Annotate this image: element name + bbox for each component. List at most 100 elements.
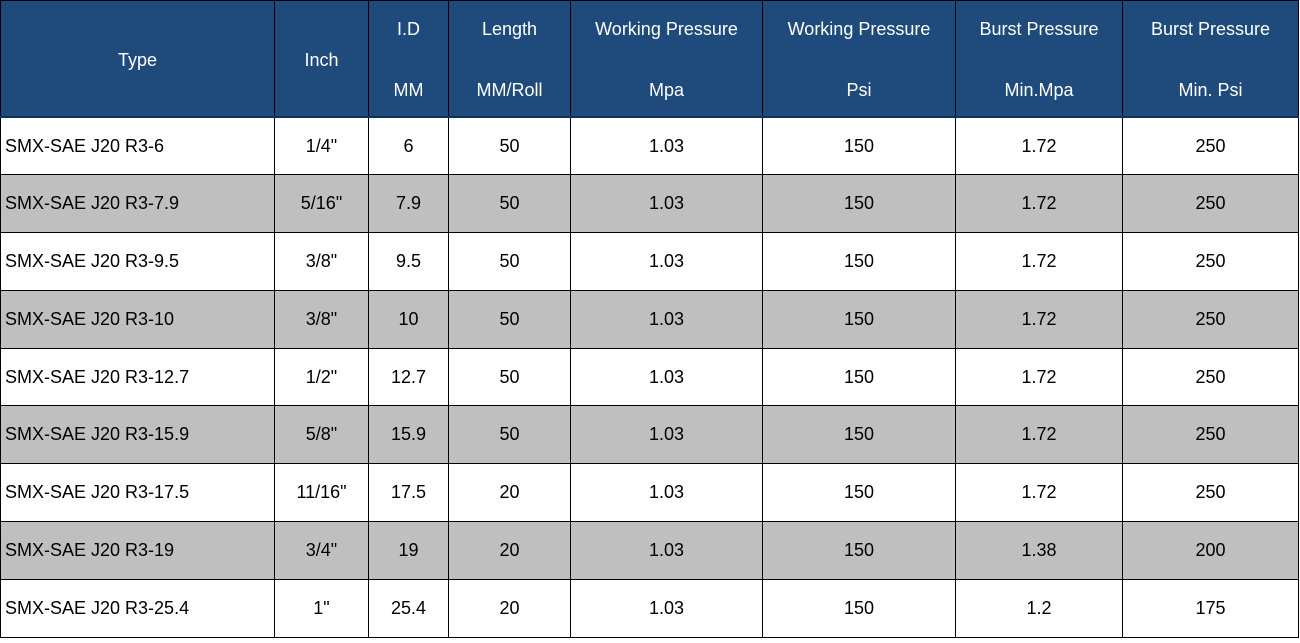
table-row: SMX-SAE J20 R3-12.7 1/2" 12.7 50 1.03 15…	[0, 347, 1299, 407]
table-cell-id-mm: 25.4	[368, 578, 449, 638]
table-row: SMX-SAE J20 R3-15.9 5/8" 15.9 50 1.03 15…	[0, 405, 1299, 465]
table-cell-working-pressure-psi: 150	[762, 578, 956, 638]
table-cell-id-mm: 6	[368, 116, 449, 176]
table-cell-working-pressure-psi: 150	[762, 521, 956, 580]
col-header-id-mm: I.D MM	[368, 0, 449, 118]
table-row: SMX-SAE J20 R3-25.4 1" 25.4 20 1.03 150 …	[0, 578, 1299, 638]
table-cell-working-pressure-psi: 150	[762, 232, 956, 291]
table-cell-burst-pressure-psi: 250	[1122, 232, 1299, 291]
table-cell-inch: 1/4"	[274, 116, 369, 176]
table-row: SMX-SAE J20 R3-9.5 3/8" 9.5 50 1.03 150 …	[0, 232, 1299, 291]
table-cell-working-pressure-mpa: 1.03	[570, 463, 763, 523]
table-cell-burst-pressure-mpa: 1.72	[955, 463, 1123, 523]
table-cell-id-mm: 19	[368, 521, 449, 580]
table-cell-working-pressure-psi: 150	[762, 347, 956, 407]
col-header-unit: Mpa	[648, 80, 684, 100]
table-cell-working-pressure-mpa: 1.03	[570, 174, 763, 234]
table-cell-inch: 11/16"	[274, 463, 369, 523]
col-header-working-pressure-mpa: Working Pressure Mpa	[570, 0, 763, 118]
table-cell-burst-pressure-mpa: 1.72	[955, 405, 1123, 465]
table-body: SMX-SAE J20 R3-6 1/4" 6 50 1.03 150 1.72…	[0, 116, 1299, 638]
col-header-unit: MM/Roll	[476, 80, 543, 100]
table-cell-burst-pressure-psi: 250	[1122, 116, 1299, 176]
col-header-burst-pressure-psi: Burst Pressure Min. Psi	[1122, 0, 1299, 118]
table-cell-burst-pressure-mpa: 1.2	[955, 578, 1123, 638]
table-cell-id-mm: 12.7	[368, 347, 449, 407]
col-header-label: Burst Pressure	[1150, 19, 1271, 39]
table-cell-type: SMX-SAE J20 R3-19	[0, 521, 275, 580]
table-cell-burst-pressure-psi: 250	[1122, 174, 1299, 234]
table-cell-working-pressure-psi: 150	[762, 116, 956, 176]
table-cell-burst-pressure-psi: 250	[1122, 405, 1299, 465]
table-cell-type: SMX-SAE J20 R3-25.4	[0, 578, 275, 638]
col-header-unit: MM	[393, 80, 424, 100]
table-cell-burst-pressure-mpa: 1.72	[955, 174, 1123, 234]
col-header-label: Working Pressure	[595, 19, 738, 39]
table-cell-working-pressure-mpa: 1.03	[570, 521, 763, 580]
table-cell-inch: 3/8"	[274, 232, 369, 291]
table-cell-id-mm: 7.9	[368, 174, 449, 234]
col-header-unit: Psi	[846, 80, 872, 100]
table-cell-working-pressure-psi: 150	[762, 405, 956, 465]
table-cell-id-mm: 9.5	[368, 232, 449, 291]
table-cell-inch: 3/8"	[274, 289, 369, 349]
table-cell-burst-pressure-psi: 175	[1122, 578, 1299, 638]
table-cell-burst-pressure-mpa: 1.72	[955, 116, 1123, 176]
table-row: SMX-SAE J20 R3-17.5 11/16" 17.5 20 1.03 …	[0, 463, 1299, 523]
table-cell-working-pressure-mpa: 1.03	[570, 232, 763, 291]
table-cell-length: 50	[448, 405, 571, 465]
col-header-label: Type	[117, 49, 158, 70]
table-cell-type: SMX-SAE J20 R3-9.5	[0, 232, 275, 291]
col-header-label: Working Pressure	[787, 19, 931, 39]
table-cell-type: SMX-SAE J20 R3-6	[0, 116, 275, 176]
col-header-type: Type	[0, 0, 275, 118]
table-cell-type: SMX-SAE J20 R3-10	[0, 289, 275, 349]
table-cell-inch: 5/16"	[274, 174, 369, 234]
table-row: SMX-SAE J20 R3-6 1/4" 6 50 1.03 150 1.72…	[0, 116, 1299, 176]
col-header-unit: Min.Mpa	[1004, 80, 1074, 100]
table-cell-burst-pressure-psi: 250	[1122, 463, 1299, 523]
table-row: SMX-SAE J20 R3-19 3/4" 19 20 1.03 150 1.…	[0, 521, 1299, 580]
table-cell-length: 50	[448, 347, 571, 407]
table-cell-length: 50	[448, 232, 571, 291]
col-header-label: Burst Pressure	[979, 19, 1099, 39]
table-cell-length: 50	[448, 174, 571, 234]
table-cell-working-pressure-mpa: 1.03	[570, 347, 763, 407]
table-cell-inch: 1/2"	[274, 347, 369, 407]
table-cell-inch: 1"	[274, 578, 369, 638]
table-cell-working-pressure-psi: 150	[762, 174, 956, 234]
table-cell-working-pressure-mpa: 1.03	[570, 289, 763, 349]
table-cell-burst-pressure-mpa: 1.38	[955, 521, 1123, 580]
table-cell-inch: 3/4"	[274, 521, 369, 580]
table-cell-working-pressure-mpa: 1.03	[570, 578, 763, 638]
table-cell-length: 20	[448, 463, 571, 523]
table-cell-length: 50	[448, 289, 571, 349]
table-cell-length: 20	[448, 578, 571, 638]
col-header-label: I.D	[396, 19, 420, 39]
table-cell-length: 20	[448, 521, 571, 580]
table-cell-burst-pressure-psi: 250	[1122, 347, 1299, 407]
col-header-working-pressure-psi: Working Pressure Psi	[762, 0, 956, 118]
table-cell-burst-pressure-mpa: 1.72	[955, 232, 1123, 291]
table-cell-id-mm: 17.5	[368, 463, 449, 523]
table-cell-burst-pressure-mpa: 1.72	[955, 289, 1123, 349]
table-cell-type: SMX-SAE J20 R3-12.7	[0, 347, 275, 407]
table-cell-working-pressure-psi: 150	[762, 289, 956, 349]
table-cell-burst-pressure-psi: 200	[1122, 521, 1299, 580]
table-cell-type: SMX-SAE J20 R3-15.9	[0, 405, 275, 465]
col-header-label: Inch	[304, 49, 339, 70]
table-cell-inch: 5/8"	[274, 405, 369, 465]
col-header-length: Length MM/Roll	[448, 0, 571, 118]
table-cell-type: SMX-SAE J20 R3-17.5	[0, 463, 275, 523]
table-cell-id-mm: 15.9	[368, 405, 449, 465]
col-header-label: Length	[481, 19, 538, 39]
col-header-inch: Inch	[274, 0, 369, 118]
table-cell-working-pressure-mpa: 1.03	[570, 116, 763, 176]
table-cell-type: SMX-SAE J20 R3-7.9	[0, 174, 275, 234]
table-row: SMX-SAE J20 R3-10 3/8" 10 50 1.03 150 1.…	[0, 289, 1299, 349]
col-header-burst-pressure-mpa: Burst Pressure Min.Mpa	[955, 0, 1123, 118]
table-cell-working-pressure-mpa: 1.03	[570, 405, 763, 465]
table-cell-id-mm: 10	[368, 289, 449, 349]
table-cell-burst-pressure-mpa: 1.72	[955, 347, 1123, 407]
table-row: SMX-SAE J20 R3-7.9 5/16" 7.9 50 1.03 150…	[0, 174, 1299, 234]
